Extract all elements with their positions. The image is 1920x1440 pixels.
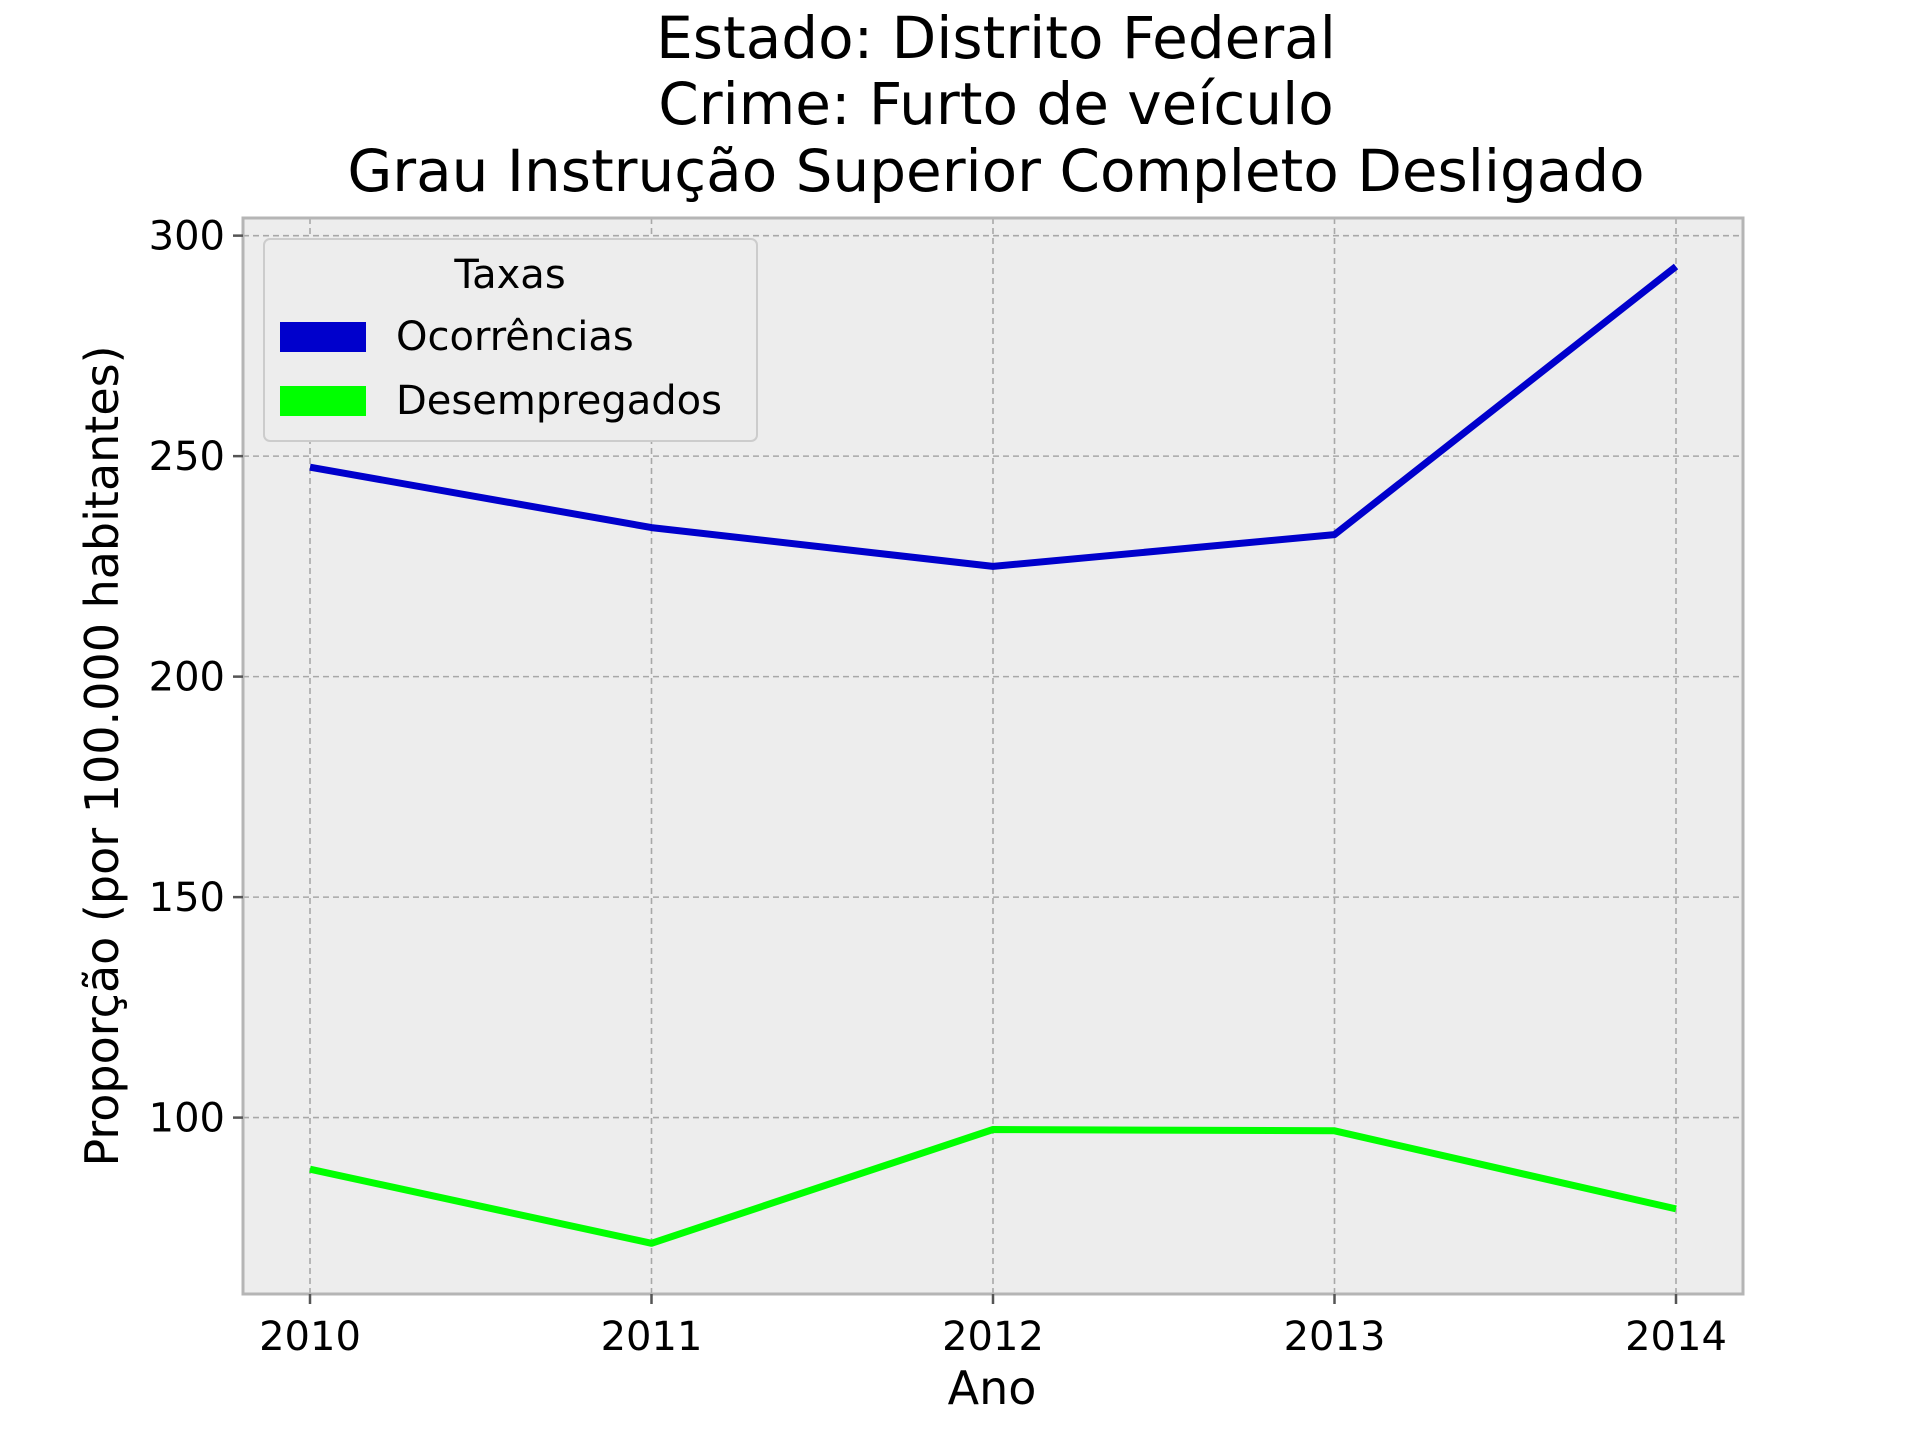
series-line-ocorrencias bbox=[309, 263, 1679, 570]
legend-label-desempregados: Desempregados bbox=[396, 378, 722, 424]
series-lines bbox=[309, 263, 1679, 1247]
title-line-1: Estado: Distrito Federal bbox=[656, 4, 1336, 72]
axis-ticks: 100 150 200 250 300 2010 2011 2012 2013 2014 bbox=[149, 214, 1727, 1360]
title-line-3: Grau Instrução Superior Completo Desliga… bbox=[347, 137, 1644, 205]
legend: Taxas Ocorrências Desempregados bbox=[263, 238, 758, 442]
legend-title: Taxas bbox=[453, 252, 565, 298]
x-tick-label: 2011 bbox=[601, 1314, 703, 1360]
legend-frame bbox=[263, 238, 758, 442]
y-tick-label: 250 bbox=[149, 434, 225, 480]
legend-swatch-desempregados bbox=[280, 386, 366, 416]
x-tick-label: 2012 bbox=[942, 1314, 1044, 1360]
x-tick-label: 2010 bbox=[259, 1314, 361, 1360]
legend-label-ocorrencias: Ocorrências bbox=[396, 314, 634, 360]
series-line-desempregados bbox=[309, 1126, 1677, 1247]
chart-title: Estado: Distrito Federal Crime: Furto de… bbox=[347, 4, 1644, 205]
y-axis-label: Proporção (por 100.000 habitantes) bbox=[75, 345, 129, 1166]
y-tick-label: 300 bbox=[149, 214, 225, 260]
gridlines bbox=[243, 218, 1743, 1294]
legend-swatch-ocorrencias bbox=[280, 322, 366, 352]
title-line-2: Crime: Furto de veículo bbox=[658, 70, 1333, 138]
y-tick-label: 150 bbox=[149, 875, 225, 921]
y-tick-label: 100 bbox=[149, 1096, 225, 1142]
y-tick-label: 200 bbox=[149, 655, 225, 701]
x-tick-label: 2013 bbox=[1284, 1314, 1386, 1360]
x-axis-label: Ano bbox=[948, 1361, 1037, 1415]
x-tick-label: 2014 bbox=[1625, 1314, 1727, 1360]
